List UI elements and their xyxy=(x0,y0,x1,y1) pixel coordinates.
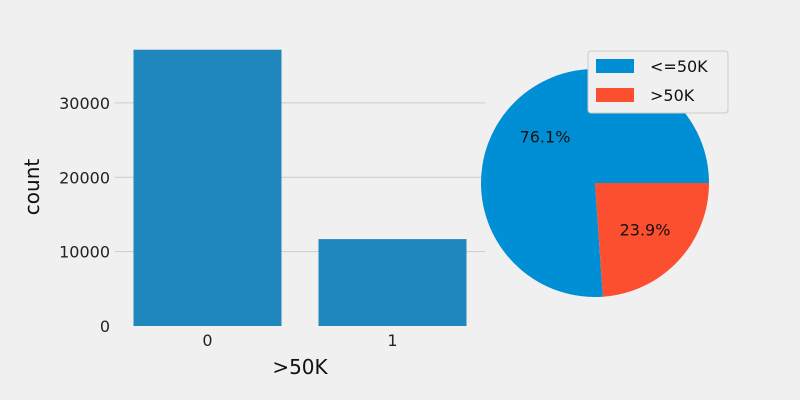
pie-percent-labels: 76.1% 23.9% xyxy=(520,127,671,239)
y-tick-label: 30000 xyxy=(59,94,110,113)
y-tick-labels: 0 10000 20000 30000 xyxy=(59,94,110,336)
legend-swatch-gt50k xyxy=(596,88,634,102)
legend-label-gt50k: >50K xyxy=(650,86,695,105)
bar-0 xyxy=(133,49,282,326)
bar-1 xyxy=(318,239,467,326)
legend-label-le50k: <=50K xyxy=(650,57,708,76)
y-tick-label: 20000 xyxy=(59,168,110,187)
pie-percent-label: 76.1% xyxy=(520,127,571,146)
y-tick-label: 10000 xyxy=(59,243,110,262)
pie-slice-1 xyxy=(595,183,709,297)
x-tick-label: 1 xyxy=(387,331,397,350)
pie-chart: 76.1% 23.9% xyxy=(481,68,709,297)
pie-slices xyxy=(481,68,709,297)
legend: <=50K >50K xyxy=(587,50,729,114)
x-tick-label: 0 xyxy=(202,331,212,350)
y-tick-label: 0 xyxy=(100,317,110,336)
x-axis-label: >50K xyxy=(272,355,328,379)
bar-series xyxy=(133,49,467,326)
y-axis-label: count xyxy=(20,159,44,216)
pie-percent-label: 23.9% xyxy=(620,221,671,240)
legend-swatch-le50k xyxy=(596,59,634,73)
